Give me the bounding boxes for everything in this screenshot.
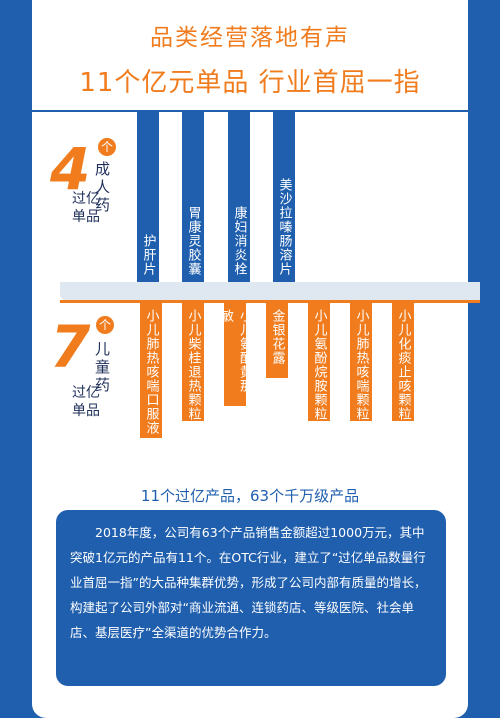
divider-top (32, 110, 468, 112)
divider-orange (60, 300, 480, 303)
adult-item-label: 康妇消炎栓 (231, 206, 247, 276)
children-sub: 过亿单品 (72, 385, 100, 419)
adult-item-label: 胃康灵胶囊 (185, 206, 201, 276)
adult-bar: 胃康灵胶囊 (182, 112, 204, 282)
child-item-label: 小儿肺热咳喘口服液 (143, 309, 159, 435)
description-text: 2018年度，公司有63个产品销售金额超过1000万元，其中突破1亿元的产品有1… (70, 525, 427, 640)
adult-count: 4 (50, 135, 91, 203)
child-item-label: 小儿氨酚黄那敏 (218, 309, 252, 393)
content-card: 品类经营落地有声 11个亿元单品 行业首屈一指 4 个 成人药 过亿单品 护肝片… (32, 0, 480, 718)
child-bar: 小儿肺热咳喘口服液 (140, 303, 162, 438)
child-bar: 小儿化痰止咳颗粒 (392, 303, 414, 421)
child-bar: 小儿氨酚烷胺颗粒 (308, 303, 330, 421)
summary-text: 11个过亿产品，63个千万级产品 (140, 487, 360, 505)
child-bar: 小儿柴桂退热颗粒 (182, 303, 204, 421)
adult-sub: 过亿单品 (72, 191, 100, 225)
children-badge: 个 (96, 316, 114, 334)
child-item-label: 小儿肺热咳喘颗粒 (353, 309, 369, 421)
adult-stripe (60, 282, 480, 300)
child-item-label: 金银花露 (269, 309, 285, 365)
title-line2: 11个亿元单品 行业首屈一指 (79, 68, 421, 98)
adult-item-label: 美沙拉嗪肠溶片 (276, 178, 292, 276)
children-category: 儿童药 (95, 340, 111, 394)
child-item-label: 小儿柴桂退热颗粒 (185, 309, 201, 421)
child-bar: 金银花露 (266, 303, 288, 378)
child-bar: 小儿氨酚黄那敏 (218, 303, 252, 406)
adult-category: 成人药 (95, 160, 111, 214)
adult-bar: 美沙拉嗪肠溶片 (273, 112, 295, 282)
adult-bar: 护肝片 (137, 112, 159, 282)
child-item-label: 小儿氨酚烷胺颗粒 (311, 309, 327, 421)
child-item-label: 小儿化痰止咳颗粒 (395, 309, 411, 421)
adult-item-label: 护肝片 (140, 234, 156, 276)
child-bar: 小儿肺热咳喘颗粒 (350, 303, 372, 421)
description-box: 2018年度，公司有63个产品销售金额超过1000万元，其中突破1亿元的产品有1… (56, 510, 446, 686)
children-count: 7 (50, 313, 91, 381)
adult-badge: 个 (98, 138, 116, 156)
adult-bar: 康妇消炎栓 (228, 112, 250, 282)
title-line1: 品类经营落地有声 (150, 25, 350, 51)
